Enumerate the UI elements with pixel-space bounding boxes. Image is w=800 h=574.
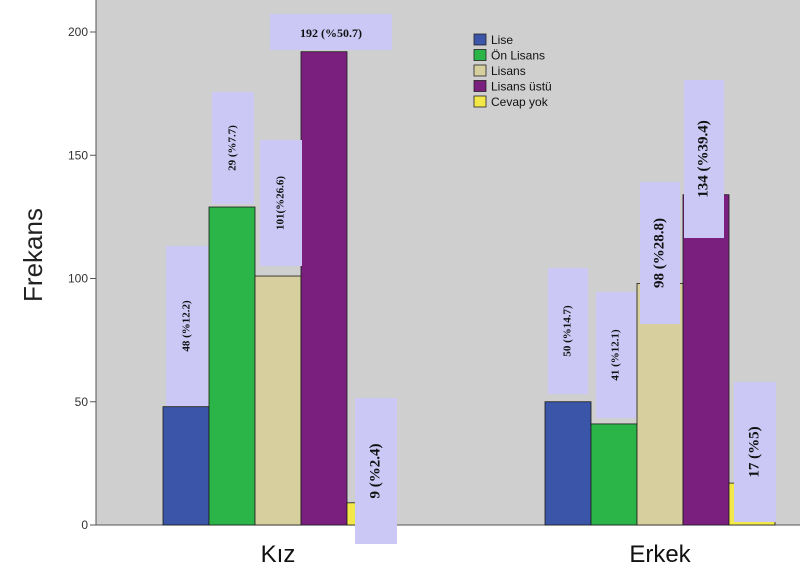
legend-label: Cevap yok [491,95,549,109]
legend-label: Lisans üstü [491,80,552,94]
y-tick-label: 0 [81,518,88,532]
bars [162,51,776,526]
data-labels: 48 (%12.2) 29 (%7.7) 101(%26.6) 192 (%50.7)… [166,14,776,544]
x-category-label: Erkek [629,541,691,568]
data-label: 134 (%39.4) [695,120,711,198]
data-label: 41 (%12.1) [610,329,622,381]
data-label-box [260,140,302,266]
data-label-box [355,398,397,544]
bar [254,275,302,526]
data-label-box [270,14,392,50]
data-label: 50 (%14.7) [562,305,574,357]
data-label: 48 (%12.2) [181,300,193,352]
legend-label: Lise [491,33,513,47]
bar [208,206,256,526]
bar [162,406,210,526]
legend-label: Ön Lisans [491,49,545,63]
data-label: 17 (%5) [746,426,762,477]
y-tick-label: 100 [68,272,88,286]
data-label: 192 (%50.7) [300,26,362,40]
legend-swatch [473,64,487,77]
data-label-box [166,246,208,406]
legend-swatch [473,49,487,61]
data-label-box [684,80,724,238]
data-label-box [734,382,776,522]
data-label-box [212,92,254,204]
legend-swatch [473,33,487,46]
data-label: 29 (%7.7) [227,125,239,171]
y-tick-label: 150 [68,148,88,162]
data-label: 9 (%2.4) [367,444,383,499]
bar [682,194,730,526]
data-label: 101(%26.6) [275,176,287,230]
y-tick-label: 50 [75,395,89,409]
x-category-label: Kız [261,541,296,568]
bar [300,51,348,526]
y-tick-label: 200 [68,25,88,39]
data-label-box [640,182,680,324]
y-axis-title: Frekans [18,208,48,302]
legend-swatch [473,80,487,92]
data-label: 98 (%28.8) [651,218,667,288]
legend-swatch [473,95,487,108]
data-label-box [596,292,636,418]
legend-label: Lisans [491,64,526,78]
bar [590,423,638,526]
data-label-box [548,268,588,394]
bar [544,401,592,526]
